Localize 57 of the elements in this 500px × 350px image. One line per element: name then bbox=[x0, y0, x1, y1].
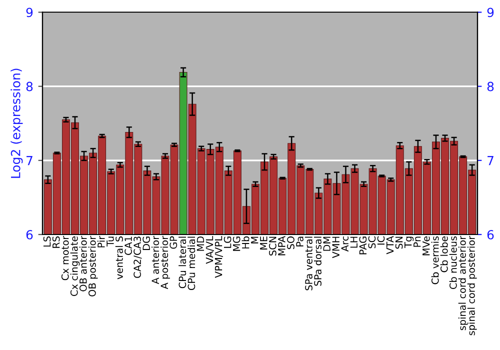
y-tick-label: 8 bbox=[26, 82, 33, 92]
x-tick-label: PAG bbox=[359, 236, 367, 254]
x-tick-label: RS bbox=[52, 236, 60, 248]
x-tick-label: MPA bbox=[278, 236, 286, 256]
x-tick-label: SC bbox=[368, 236, 376, 248]
x-tick-label: ME bbox=[260, 236, 268, 250]
x-tick-label: Cx cingulate bbox=[70, 236, 80, 296]
x-tick-label: Cx motor bbox=[61, 236, 69, 280]
x-tick-label: Tu bbox=[106, 236, 114, 247]
x-tick-label: Hb bbox=[242, 236, 250, 248]
x-tick-label: GP bbox=[170, 236, 178, 249]
x-tick-label: Pn bbox=[414, 236, 421, 247]
x-tick-label: A anterior bbox=[152, 236, 160, 284]
y2-tick-label: 7 bbox=[488, 156, 494, 166]
y-axis-title: Log2 (expression) bbox=[10, 68, 23, 178]
x-tick-label: Cb vermis bbox=[431, 236, 439, 284]
x-tick-label: Cb lobe bbox=[440, 236, 448, 272]
x-tick-label: OB anterior bbox=[79, 236, 87, 292]
x-tick-label: SCN bbox=[269, 236, 276, 256]
x-tick-label: SO bbox=[287, 236, 294, 250]
x-tick-label: SN bbox=[395, 236, 403, 249]
x-tick-label: MG bbox=[232, 236, 240, 251]
x-tick-label: Arc bbox=[341, 236, 349, 252]
x-tick-label: A posterior bbox=[160, 236, 170, 290]
x-tick-label: CA1 bbox=[124, 236, 132, 255]
x-tick-label: OB posterior bbox=[88, 236, 98, 296]
x-tick-label: Cb nucleus bbox=[449, 236, 457, 289]
x-tick-label: MVe bbox=[422, 236, 430, 256]
y-tick-label: 6 bbox=[26, 230, 33, 240]
y2-tick-label: 6 bbox=[487, 230, 494, 240]
x-tick-label: VTA bbox=[386, 236, 394, 254]
x-tick-label: LH bbox=[350, 236, 358, 248]
x-tick-label: M bbox=[251, 236, 258, 244]
x-tick-label: spinal cord anterior bbox=[458, 236, 468, 330]
x-tick-label: VPM/VPL bbox=[214, 236, 223, 278]
x-tick-label: ventral S bbox=[115, 236, 123, 280]
x-tick-label: Tg bbox=[404, 236, 414, 248]
x-tick-label: spinal cord posterior bbox=[467, 236, 477, 336]
y2-tick-label: 8 bbox=[487, 82, 494, 92]
x-tick-label: CPu lateral bbox=[178, 236, 186, 288]
x-tick-label: LS bbox=[43, 236, 51, 247]
x-tick-label: DM bbox=[323, 236, 330, 251]
x-tick-label: VA/VL bbox=[206, 236, 214, 264]
x-tick-label: SPa ventral bbox=[304, 236, 312, 290]
x-tick-label: IC bbox=[377, 236, 385, 245]
y-tick-label: 7 bbox=[26, 156, 32, 166]
x-tick-label: CPu medial bbox=[188, 236, 196, 290]
x-tick-label: LG bbox=[224, 236, 232, 248]
x-tick-label: Pa bbox=[296, 236, 304, 246]
y-tick-label: 9 bbox=[26, 8, 33, 18]
x-tick-label: VMH bbox=[332, 236, 340, 258]
y2-tick-label: 9 bbox=[487, 8, 494, 18]
x-tick-label: CA2/CA3 bbox=[134, 236, 142, 278]
x-tick-label: SPa dorsal bbox=[314, 236, 322, 286]
x-tick-label: MD bbox=[196, 236, 204, 251]
x-tick-label: Pir bbox=[97, 236, 105, 248]
x-tick-label: DG bbox=[142, 236, 150, 250]
